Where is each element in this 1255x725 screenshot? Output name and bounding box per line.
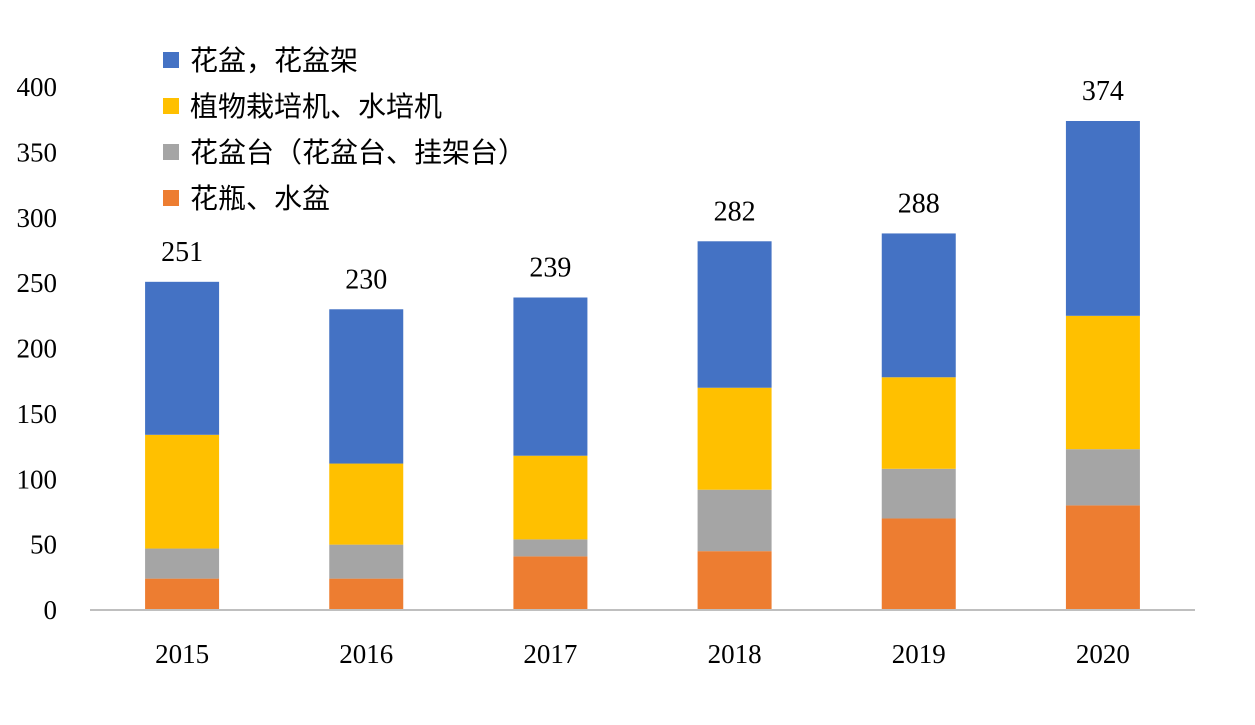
y-axis-ticks: 0 50 100 150 200 250 300 350 400 (17, 72, 58, 625)
legend-label: 花盆，花盆架 (190, 44, 358, 77)
bar-total-label: 288 (898, 188, 940, 219)
bar-segment (145, 548, 220, 579)
legend-swatch (163, 98, 179, 114)
legend-swatch (163, 190, 179, 206)
y-tick-label: 200 (17, 334, 58, 364)
bar-segment (513, 455, 588, 540)
y-tick-label: 400 (17, 72, 58, 102)
y-tick-label: 100 (17, 464, 58, 494)
bar-segment (1065, 449, 1140, 506)
bar-segment (1065, 315, 1140, 450)
bar-segment (1065, 120, 1140, 316)
bar-segment (513, 556, 588, 610)
bar-segment (881, 377, 956, 469)
bar-total-label: 282 (714, 196, 756, 227)
bar-total-label: 230 (345, 264, 387, 295)
bar-segment (697, 241, 772, 388)
legend-label: 花瓶、水盆 (190, 182, 330, 215)
total-labels: 251 230 239 282 288 374 (161, 76, 1124, 295)
x-tick-label: 2017 (523, 639, 577, 669)
bar-segment (881, 233, 956, 378)
bar-segment (697, 387, 772, 490)
legend-label: 植物栽培机、水培机 (190, 90, 442, 123)
legend-label: 花盆台（花盆台、挂架台） (190, 136, 526, 169)
bar-total-label: 239 (529, 253, 571, 284)
bar-segment (697, 551, 772, 610)
x-axis-ticks: 2015 2016 2017 2018 2019 2020 (155, 639, 1130, 669)
x-tick-label: 2015 (155, 639, 209, 669)
x-tick-label: 2016 (339, 639, 393, 669)
bar-segment (881, 468, 956, 519)
bar-segment (145, 434, 220, 549)
bar-segment (145, 578, 220, 610)
bar-segment (881, 518, 956, 610)
bar-segment (329, 463, 404, 545)
y-tick-label: 350 (17, 137, 58, 167)
bar-segment (329, 544, 404, 579)
legend-swatch (163, 52, 179, 68)
x-tick-label: 2019 (892, 639, 946, 669)
bar-segment (329, 578, 404, 610)
y-tick-label: 250 (17, 268, 58, 298)
x-tick-label: 2020 (1076, 639, 1130, 669)
y-tick-label: 50 (30, 530, 57, 560)
bar-total-label: 251 (161, 237, 203, 268)
y-tick-label: 150 (17, 399, 58, 429)
x-tick-label: 2018 (708, 639, 762, 669)
bar-segment (513, 297, 588, 456)
bar-segment (513, 539, 588, 557)
bar-segment (145, 281, 220, 435)
bar-total-label: 374 (1082, 76, 1124, 107)
bar-segment (329, 309, 404, 464)
bar-area (145, 120, 1140, 610)
y-tick-label: 300 (17, 203, 58, 233)
legend-swatch (163, 144, 179, 160)
bar-segment (1065, 505, 1140, 610)
bar-segment (697, 489, 772, 552)
y-tick-label: 0 (44, 595, 58, 625)
